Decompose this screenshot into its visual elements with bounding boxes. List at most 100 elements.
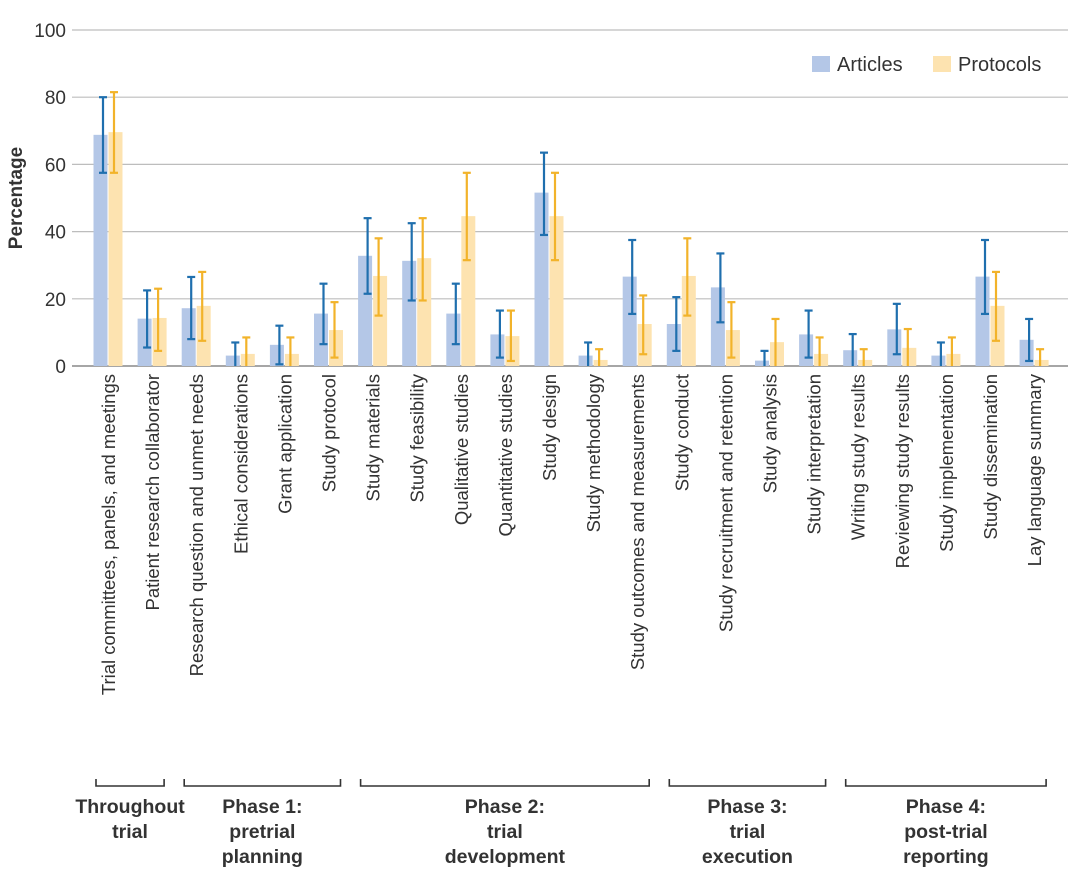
x-axis-labels: Trial committees, panels, and meetings Pa…	[98, 373, 1045, 695]
x-tick-label: Study interpretation	[804, 374, 825, 534]
x-tick-label: Research question and unmet needs	[186, 374, 207, 676]
error-bar-articles	[363, 217, 372, 295]
error-bar-protocols	[462, 171, 471, 262]
phase-bracket	[183, 779, 342, 787]
phase-label: trial	[730, 821, 766, 843]
error-bar-protocols	[815, 336, 824, 366]
legend-label: Protocols	[958, 54, 1041, 76]
x-tick-label: Study feasibility	[407, 373, 428, 502]
x-tick-label: Trial committees, panels, and meetings	[98, 374, 119, 695]
error-bar-protocols	[374, 237, 383, 317]
y-tick-label: 80	[45, 88, 66, 109]
bar-protocols	[637, 324, 652, 366]
bar-protocols	[681, 275, 696, 366]
error-bar-articles	[495, 309, 504, 359]
error-bar-articles	[319, 282, 328, 346]
bar-articles	[314, 313, 328, 366]
phase-label: pretrial	[229, 821, 295, 843]
error-bar-articles	[981, 238, 989, 316]
bar-articles	[269, 344, 284, 366]
error-bar-articles	[99, 96, 107, 174]
bar-articles	[887, 329, 902, 366]
x-tick-label: Ethical considerations	[230, 374, 251, 554]
bar-articles	[93, 134, 108, 366]
phase-label: post-trial	[904, 821, 987, 843]
bar-protocols	[1034, 359, 1049, 366]
bar-protocols	[770, 342, 784, 366]
error-bar-articles	[804, 309, 813, 359]
x-tick-label: Study recruitment and retention	[715, 374, 736, 632]
phase-label: execution	[702, 846, 793, 868]
error-bar-protocols	[198, 270, 207, 342]
y-tick-label: 100	[34, 21, 66, 42]
bar-articles	[710, 287, 725, 366]
bar-articles	[534, 192, 549, 366]
bar-articles	[358, 255, 373, 366]
x-tick-label: Grant application	[274, 374, 295, 514]
error-bar-articles	[760, 349, 769, 366]
bar-protocols	[417, 258, 432, 366]
error-bar-protocols	[1036, 348, 1045, 366]
bar-protocols	[593, 359, 608, 366]
phase-label: development	[445, 846, 566, 868]
bar-protocols	[902, 347, 917, 366]
y-axis-label: Percentage	[6, 147, 27, 249]
bar-articles	[446, 313, 461, 366]
bar-protocols	[461, 216, 476, 366]
error-bar-articles	[848, 332, 857, 366]
error-bar-protocols	[859, 348, 868, 366]
legend-swatch	[933, 56, 951, 72]
x-tick-label: Study outcomes and measurements	[627, 374, 648, 670]
bar-articles	[225, 355, 240, 366]
error-bar-articles	[231, 341, 240, 366]
error-bar-articles	[1025, 317, 1034, 363]
phase-group: Phase 4: post-trial reporting	[844, 779, 1047, 868]
bar-protocols	[373, 275, 388, 366]
error-bar-protocols	[683, 237, 692, 317]
error-bar-articles	[407, 222, 416, 302]
error-bar-articles	[143, 289, 152, 349]
phase-bracket	[95, 779, 165, 787]
y-tick-label: 20	[45, 290, 66, 311]
x-tick-label: Patient research collaborator	[142, 374, 163, 611]
x-tick-label: Study methodology	[583, 373, 604, 532]
phase-label: reporting	[903, 846, 989, 868]
bar-protocols	[858, 359, 873, 366]
x-tick-label: Study design	[539, 374, 560, 481]
bar-protocols	[814, 353, 829, 366]
bar-articles	[975, 276, 990, 366]
x-tick-label: Study dissemination	[980, 374, 1001, 540]
x-tick-label: Quantitative studies	[495, 374, 516, 536]
error-bar-protocols	[903, 327, 912, 366]
phase-label: planning	[222, 846, 303, 868]
error-bar-articles	[672, 296, 681, 352]
x-tick-label: Study materials	[363, 374, 384, 502]
bars	[93, 132, 1049, 366]
error-bar-articles	[187, 275, 196, 341]
bar-articles	[622, 276, 637, 366]
error-bar-protocols	[418, 217, 427, 302]
bar-articles	[181, 308, 196, 366]
phase-label: Phase 3:	[707, 796, 787, 818]
bar-articles	[402, 260, 417, 366]
error-bar-protocols	[110, 91, 118, 174]
bar-protocols	[196, 305, 211, 366]
x-tick-label: Writing study results	[848, 374, 869, 540]
error-bar-protocols	[154, 287, 163, 352]
bar-protocols	[505, 336, 520, 366]
bar-protocols	[549, 216, 564, 366]
phase-label: trial	[487, 821, 523, 843]
bar-protocols	[329, 330, 343, 366]
bar-articles	[843, 350, 858, 366]
phase-label: Phase 4:	[906, 796, 986, 818]
phase-bracket	[844, 779, 1047, 787]
bar-articles	[799, 334, 814, 366]
error-bars	[99, 91, 1045, 366]
x-tick-label: Study analysis	[760, 374, 781, 493]
error-bar-articles	[540, 151, 548, 237]
y-tick-label: 60	[45, 155, 66, 176]
x-tick-label: Study implementation	[936, 374, 957, 552]
bar-articles	[490, 334, 505, 366]
error-bar-protocols	[330, 301, 339, 359]
